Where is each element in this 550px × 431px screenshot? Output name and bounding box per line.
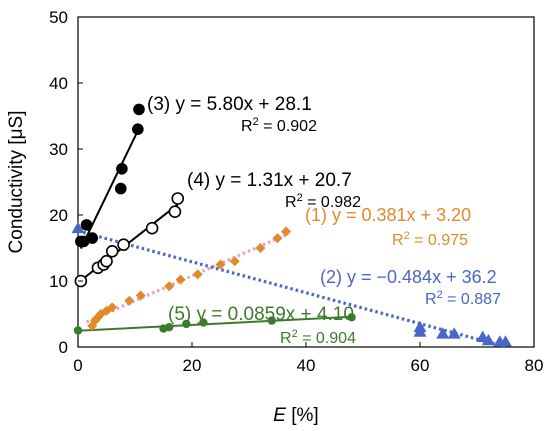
series-5-point-0 bbox=[73, 326, 83, 335]
fit-line-1 bbox=[85, 232, 290, 324]
y-tick-label-4: 40 bbox=[49, 74, 68, 93]
series-1-point-5 bbox=[107, 302, 118, 313]
series-1-point-12 bbox=[229, 256, 240, 267]
series-1-point-11 bbox=[215, 259, 226, 270]
series-3-point-7 bbox=[133, 103, 145, 116]
x-tick-label-2: 40 bbox=[297, 356, 316, 375]
series-5-point-4 bbox=[199, 318, 208, 327]
series-1-point-10 bbox=[192, 269, 203, 280]
data-markers bbox=[71, 103, 512, 347]
fit-line-3 bbox=[79, 126, 141, 249]
series-1-point-9 bbox=[175, 274, 186, 285]
series-3-point-3 bbox=[86, 232, 99, 244]
x-tick-label-4: 80 bbox=[525, 356, 544, 375]
series-2-point-0 bbox=[71, 221, 85, 234]
r2-label-4: R2 = 0.982 bbox=[285, 192, 361, 211]
series-2-point-3 bbox=[436, 327, 450, 339]
series-2-point-4 bbox=[447, 327, 461, 339]
fit-line-2 bbox=[77, 229, 506, 349]
series-5-point-5 bbox=[267, 316, 276, 325]
equation-label-4: (4) y = 1.31x + 20.7 bbox=[187, 170, 352, 191]
series-1-point-15 bbox=[281, 226, 292, 237]
series-4-point-5 bbox=[117, 238, 130, 251]
equation-label-2: (2) y = −0.484x + 36.2 bbox=[320, 267, 497, 287]
series-3-point-6 bbox=[132, 123, 144, 135]
series-3-point-5 bbox=[116, 163, 128, 175]
y-axis-label: Conductivity [μS] bbox=[6, 111, 27, 254]
series-4-point-6 bbox=[145, 221, 159, 235]
equation-label-5: (5) y = 0.0859x + 4.10 bbox=[168, 304, 354, 325]
fit-line-5 bbox=[77, 315, 352, 332]
y-tick-label-3: 30 bbox=[49, 140, 68, 159]
x-tick-label-0: 0 bbox=[73, 356, 82, 375]
series-4-point-7 bbox=[168, 205, 182, 218]
r2-label-2: R2 = 0.887 bbox=[425, 289, 501, 308]
series-4-point-3 bbox=[100, 254, 113, 268]
r2-label-5: R2 = 0.904 bbox=[280, 328, 356, 347]
series-5-point-3 bbox=[182, 319, 191, 329]
series-5-point-2 bbox=[165, 323, 174, 332]
y-tick-label-1: 10 bbox=[49, 272, 68, 291]
series-4-point-8 bbox=[171, 192, 185, 205]
r2-label-3: R2 = 0.902 bbox=[241, 116, 317, 135]
x-tick-label-3: 60 bbox=[411, 356, 430, 375]
series-1-point-7 bbox=[135, 290, 146, 301]
series-2-point-8 bbox=[499, 335, 512, 347]
series-5-point-6 bbox=[347, 313, 356, 322]
series-1-point-8 bbox=[164, 281, 175, 292]
series-2-point-6 bbox=[481, 333, 495, 346]
series-4-point-4 bbox=[105, 245, 119, 258]
series-2-point-2 bbox=[413, 325, 427, 337]
series-1-point-13 bbox=[255, 243, 266, 253]
equation-label-3: (3) y = 5.80x + 28.1 bbox=[147, 94, 312, 115]
y-tick-label-2: 20 bbox=[49, 206, 68, 225]
series-3-point-2 bbox=[80, 219, 93, 231]
series-1-point-6 bbox=[124, 295, 135, 306]
x-tick-label-1: 20 bbox=[183, 356, 202, 375]
y-tick-label-0: 0 bbox=[59, 338, 68, 357]
x-axis-label: E [%] bbox=[273, 405, 318, 426]
y-tick-label-5: 50 bbox=[49, 8, 68, 27]
r2-label-1: R2 = 0.975 bbox=[392, 230, 468, 249]
axis-ticks: 0 20 40 60 80 0 10 20 30 40 50 bbox=[49, 8, 543, 375]
series-3-point-4 bbox=[114, 182, 127, 195]
equation-label-1: (1) y = 0.381x + 3.20 bbox=[305, 205, 471, 225]
series-1-point-14 bbox=[272, 233, 283, 244]
